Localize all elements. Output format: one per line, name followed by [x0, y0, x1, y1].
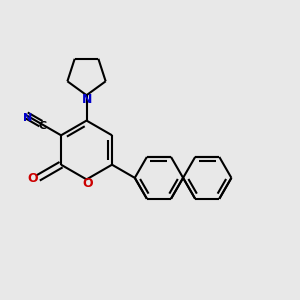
Text: O: O	[27, 172, 38, 185]
Text: O: O	[83, 177, 93, 190]
Text: N: N	[82, 93, 93, 106]
Text: C: C	[38, 121, 46, 131]
Text: N: N	[23, 112, 32, 123]
